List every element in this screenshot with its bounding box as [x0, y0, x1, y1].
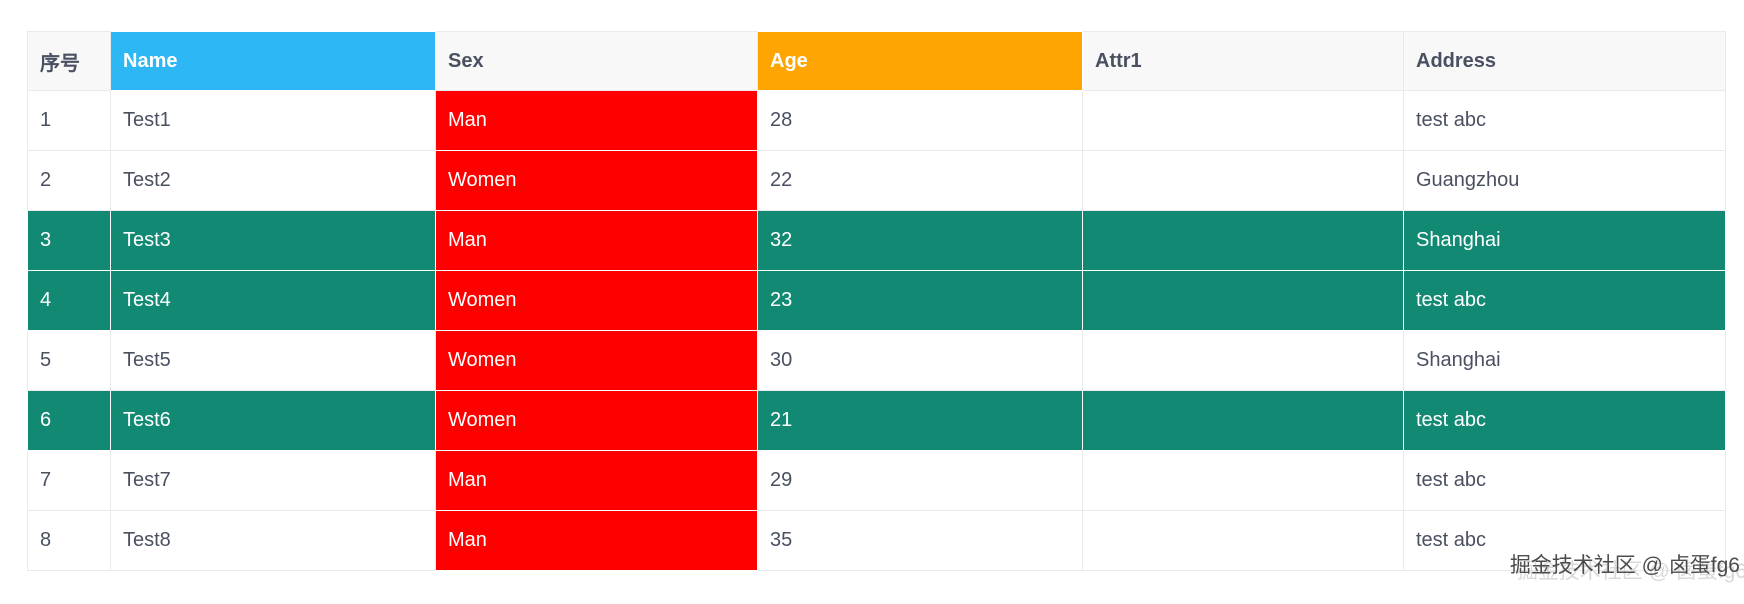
cell-sex: Man	[435, 210, 758, 271]
table-row[interactable]: 7 Test7 Man 29 test abc	[27, 450, 1726, 511]
cell-sex: Man	[435, 510, 758, 571]
column-header-age: Age	[757, 31, 1083, 91]
header-row: 序号 Name Sex Age Attr1 Address	[27, 31, 1726, 91]
cell-attr1	[1082, 330, 1404, 391]
cell-age: 32	[757, 210, 1083, 271]
cell-name: Test3	[110, 210, 436, 271]
cell-age: 35	[757, 510, 1083, 571]
cell-index: 6	[27, 390, 111, 451]
table-row[interactable]: 2 Test2 Women 22 Guangzhou	[27, 150, 1726, 211]
table-row[interactable]: 4 Test4 Women 23 test abc	[27, 270, 1726, 331]
table-row[interactable]: 3 Test3 Man 32 Shanghai	[27, 210, 1726, 271]
cell-age: 29	[757, 450, 1083, 511]
cell-age: 21	[757, 390, 1083, 451]
cell-age: 22	[757, 150, 1083, 211]
cell-index: 5	[27, 330, 111, 391]
cell-sex: Women	[435, 150, 758, 211]
cell-attr1	[1082, 450, 1404, 511]
cell-name: Test2	[110, 150, 436, 211]
cell-attr1	[1082, 210, 1404, 271]
cell-attr1	[1082, 510, 1404, 571]
data-table: 序号 Name Sex Age Attr1 Address 1 Test1 Man 2…	[27, 31, 1726, 571]
cell-name: Test1	[110, 90, 436, 151]
cell-address: test abc	[1403, 510, 1726, 571]
table-body: 1 Test1 Man 28 test abc 2 Test2 Women 22 Guangzho…	[27, 90, 1726, 571]
column-header-address: Address	[1403, 31, 1726, 91]
column-header-sex: Sex	[435, 31, 758, 91]
cell-address: Shanghai	[1403, 210, 1726, 271]
cell-sex: Man	[435, 450, 758, 511]
cell-address: test abc	[1403, 270, 1726, 331]
cell-name: Test4	[110, 270, 436, 331]
cell-attr1	[1082, 150, 1404, 211]
cell-sex: Women	[435, 390, 758, 451]
cell-address: test abc	[1403, 450, 1726, 511]
cell-sex: Man	[435, 90, 758, 151]
table-row[interactable]: 5 Test5 Women 30 Shanghai	[27, 330, 1726, 391]
cell-age: 23	[757, 270, 1083, 331]
cell-attr1	[1082, 390, 1404, 451]
column-header-name: Name	[110, 31, 436, 91]
table-row[interactable]: 8 Test8 Man 35 test abc	[27, 510, 1726, 571]
cell-address: Guangzhou	[1403, 150, 1726, 211]
cell-name: Test8	[110, 510, 436, 571]
cell-attr1	[1082, 90, 1404, 151]
cell-index: 2	[27, 150, 111, 211]
cell-attr1	[1082, 270, 1404, 331]
watermark-text: 掘金技术社区 @ 卤蛋fg6	[1509, 554, 1740, 577]
cell-age: 28	[757, 90, 1083, 151]
cell-address: test abc	[1403, 390, 1726, 451]
cell-address: Shanghai	[1403, 330, 1726, 391]
cell-name: Test5	[110, 330, 436, 391]
column-header-attr1: Attr1	[1082, 31, 1404, 91]
table-row[interactable]: 1 Test1 Man 28 test abc	[27, 90, 1726, 151]
cell-name: Test6	[110, 390, 436, 451]
cell-sex: Women	[435, 270, 758, 331]
cell-index: 1	[27, 90, 111, 151]
cell-index: 8	[27, 510, 111, 571]
column-header-index: 序号	[27, 31, 111, 91]
cell-index: 7	[27, 450, 111, 511]
cell-index: 3	[27, 210, 111, 271]
cell-sex: Women	[435, 330, 758, 391]
cell-address: test abc	[1403, 90, 1726, 151]
cell-age: 30	[757, 330, 1083, 391]
cell-index: 4	[27, 270, 111, 331]
table-header: 序号 Name Sex Age Attr1 Address	[27, 31, 1726, 91]
table-row[interactable]: 6 Test6 Women 21 test abc	[27, 390, 1726, 451]
cell-name: Test7	[110, 450, 436, 511]
